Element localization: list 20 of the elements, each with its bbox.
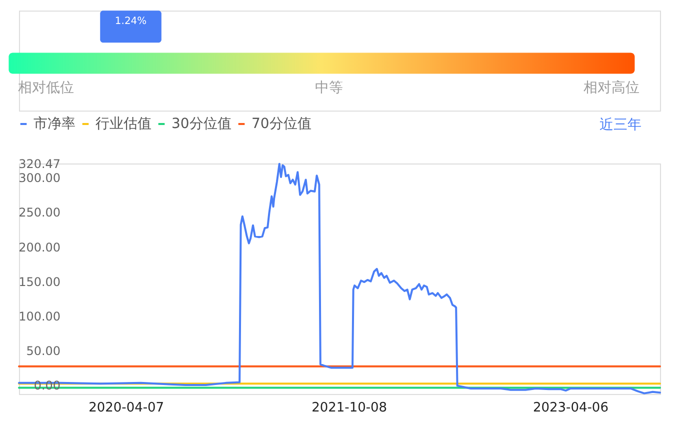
x-tick-label: 2020-04-07	[88, 400, 164, 416]
category-label: 相对高位	[584, 80, 640, 96]
y-tick-label: 300.00	[18, 171, 61, 186]
y-tick-label: 250.00	[18, 206, 61, 220]
y-tick-label: 50.00	[26, 344, 61, 358]
x-tick-label: 2023-04-06	[532, 400, 608, 416]
legend-label: 70分位值	[252, 116, 312, 132]
category-label: 中等	[314, 80, 343, 96]
y-tick-label: 200.00	[18, 240, 61, 254]
legend-label: 行业估值	[96, 116, 152, 132]
text: 近三年	[600, 117, 642, 133]
y-tick-label: 320.47	[18, 156, 61, 171]
y-tick-label: 150.00	[18, 274, 61, 289]
legend-label: 市净率	[34, 116, 76, 132]
x-tick-label: 2021-10-08	[312, 400, 388, 416]
category-label: 相对低位	[18, 80, 74, 96]
y-tick-label: 0.00	[34, 378, 61, 393]
y-tick-label: 100.00	[18, 309, 61, 324]
text: 1.24%	[114, 16, 147, 27]
legend-label: 30分位值	[172, 116, 232, 132]
